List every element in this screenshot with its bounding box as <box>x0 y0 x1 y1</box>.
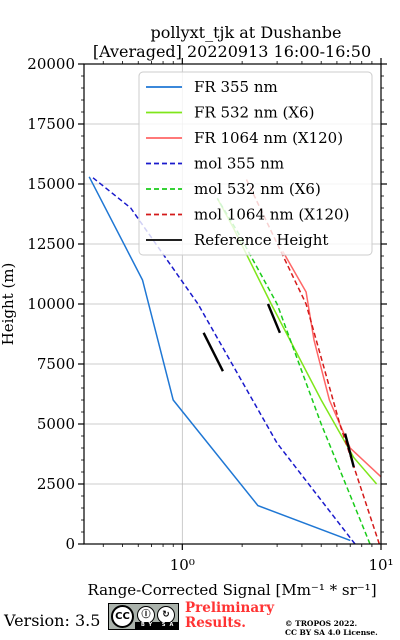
y-tick-label: 5000 <box>37 415 75 433</box>
legend-box <box>138 71 373 256</box>
y-tick-label: 15000 <box>27 175 75 193</box>
copyright-notice: © TROPOS 2022. CC BY SA 4.0 License. <box>285 619 378 637</box>
legend-label-fr-1064-nm-x120: FR 1064 nm (X120) <box>194 129 343 147</box>
copyright-line-2: CC BY SA 4.0 License. <box>285 628 378 637</box>
series-reference-height-segment <box>343 433 355 468</box>
x-tick-label: 10⁰ <box>170 556 195 574</box>
y-tick-label: 17500 <box>27 115 75 133</box>
series-reference-height-segment <box>202 332 224 372</box>
chart-title: pollyxt_tjk at Dushanbe <box>150 23 341 42</box>
y-axis-label: Height (m) <box>0 263 17 346</box>
legend-label-reference-height: Reference Height <box>194 231 328 249</box>
y-tick-label: 10000 <box>27 295 75 313</box>
series-fr-1064-nm-x120 <box>282 250 382 478</box>
cc-icon: CC <box>111 605 134 628</box>
legend-label-fr-355-nm: FR 355 nm <box>194 78 278 96</box>
chart: pollyxt_tjk at Dushanbe [Averaged] 20220… <box>0 23 394 599</box>
chart-subtitle: [Averaged] 20220913 16:00-16:50 <box>93 42 371 61</box>
legend: FR 355 nm FR 532 nm (X6) FR 1064 nm (X120)… <box>138 71 373 256</box>
legend-label-mol-355-nm: mol 355 nm <box>194 155 284 173</box>
y-tick-label: 0 <box>65 535 75 553</box>
y-tick-label: 12500 <box>27 235 75 253</box>
cc-license-badge: CC Ⓘ ↻ BY SA <box>108 603 179 630</box>
y-tick-label: 7500 <box>37 355 75 373</box>
plot-frame <box>83 63 382 545</box>
version-label: Version: 3.5 <box>4 611 101 630</box>
y-tick-label: 2500 <box>37 475 75 493</box>
y-tick-label: 20000 <box>27 55 75 73</box>
legend-label-fr-532-nm-x6: FR 532 nm (X6) <box>194 104 314 122</box>
series-fr-355-nm <box>88 176 351 542</box>
series-reference-height-segment <box>266 303 282 334</box>
x-tick-label: 10¹ <box>368 556 393 574</box>
preliminary-results-label: Preliminary Results. <box>185 600 275 631</box>
legend-label-mol-532-nm-x6: mol 532 nm (X6) <box>194 180 321 198</box>
copyright-line-1: © TROPOS 2022. <box>285 619 358 628</box>
x-axis-label: Range-Corrected Signal [Mm⁻¹ * sr⁻¹] <box>87 581 376 599</box>
legend-label-mol-1064-nm-x120: mol 1064 nm (X120) <box>194 206 349 224</box>
series-mol-355-nm <box>91 176 356 545</box>
badge-strip: BY SA <box>135 622 178 629</box>
